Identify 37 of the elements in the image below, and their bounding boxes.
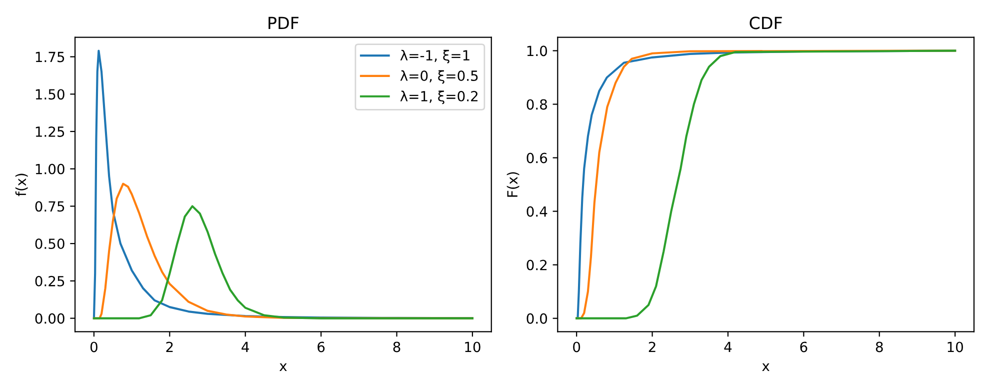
y-tick-label: 1.00 (36, 164, 64, 174)
y-tick-label: 1.0 (527, 46, 548, 56)
x-tick-label: 2 (648, 342, 656, 352)
y-tick-label: 0.75 (35, 201, 64, 212)
x-axis-title: x (762, 363, 770, 371)
x-tick-label: 10 (465, 342, 480, 352)
line-series (92, 205, 474, 320)
y-tick-label: 0.6 (526, 152, 548, 164)
x-tick-label: 6 (318, 342, 325, 352)
x-axis-title: x (279, 363, 287, 371)
x-tick-label: 4 (242, 342, 249, 352)
x-tick-label: 8 (876, 342, 883, 352)
chart-title: PDF (268, 16, 298, 29)
y-tick-label: 0.25 (35, 276, 64, 286)
line-series (576, 50, 956, 320)
y-tick-label: 0.00 (35, 313, 64, 324)
y-tick-label: 1.25 (36, 126, 64, 137)
y-tick-label: 0.2 (526, 260, 547, 270)
x-tick-label: 0 (90, 342, 98, 352)
x-tick-label: 8 (393, 342, 400, 352)
x-tick-label: 6 (800, 342, 808, 352)
y-tick-label: 1.75 (36, 52, 64, 62)
x-tick-label: 10 (948, 342, 963, 352)
y-axis-title: F(x) (506, 172, 520, 197)
legend-label: λ=1, ξ=0.2 (400, 90, 478, 104)
y-tick-label: 0.8 (526, 99, 547, 110)
x-tick-label: 4 (724, 342, 732, 352)
x-tick-label: 0 (573, 342, 580, 352)
x-tick-label: 2 (166, 342, 173, 352)
chart-title: CDF (750, 16, 782, 30)
legend-label: λ=-1, ξ=1 (400, 50, 470, 64)
y-tick-label: 1.50 (36, 89, 64, 100)
y-tick-label: 0.50 (35, 238, 64, 250)
y-tick-label: 0.0 (526, 313, 548, 324)
legend-label: λ=0, ξ=0.5 (400, 70, 478, 84)
y-tick-label: 0.4 (526, 206, 548, 217)
y-axis-title: f(x) (15, 174, 28, 196)
